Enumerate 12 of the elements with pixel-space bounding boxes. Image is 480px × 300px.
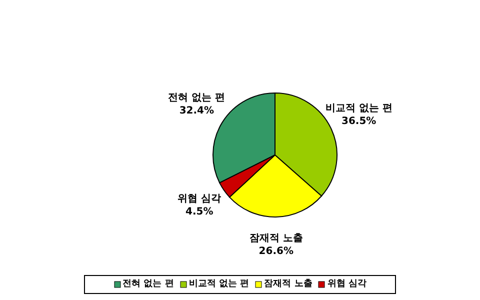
legend-label: 전혀 없는 편 bbox=[122, 278, 174, 291]
slice-label: 전혀 없는 편 bbox=[168, 92, 226, 104]
data-label: 4.5% bbox=[186, 206, 214, 218]
data-label: 36.5% bbox=[342, 116, 376, 128]
slice-label: 위협 심각 bbox=[178, 193, 222, 204]
slice-label: 비교적 없는 편 bbox=[325, 103, 392, 114]
slice-label: 잠재적 노출 bbox=[249, 232, 303, 244]
legend-label: 위협 심각 bbox=[327, 278, 366, 291]
legend-label: 잠재적 노출 bbox=[264, 278, 312, 291]
data-label: 26.6% bbox=[258, 246, 294, 257]
data-label: 32.4% bbox=[179, 106, 214, 117]
legend-label: 비교적 없는 편 bbox=[188, 278, 250, 291]
